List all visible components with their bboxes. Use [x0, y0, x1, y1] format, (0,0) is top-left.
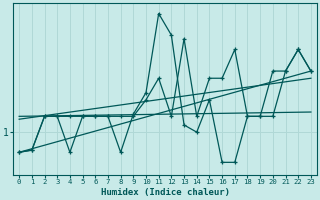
X-axis label: Humidex (Indice chaleur): Humidex (Indice chaleur) [100, 188, 229, 197]
